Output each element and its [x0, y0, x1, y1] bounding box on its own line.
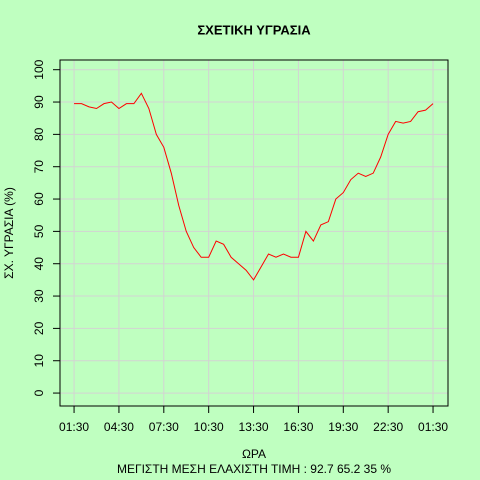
plot-frame: [59, 59, 449, 407]
data-line: [74, 92, 434, 281]
x-tick-label: 04:30: [104, 420, 134, 434]
y-tick-label: 70: [32, 160, 46, 174]
y-tick-label: 80: [32, 127, 46, 141]
x-tick-label: 01:30: [59, 420, 89, 434]
y-tick-label: 50: [32, 224, 46, 238]
y-tick-label: 90: [32, 95, 46, 109]
y-axis-label: ΣΧ. ΥΓΡΑΣΙΑ (%): [2, 187, 16, 279]
y-tick-label: 40: [32, 257, 46, 271]
y-tick-label: 30: [32, 289, 46, 303]
chart-title: ΣΧΕΤΙΚΗ ΥΓΡΑΣΙΑ: [197, 22, 311, 37]
x-tick-label: 22:30: [373, 420, 403, 434]
footer: ΜΕΓΙΣΤΗ ΜΕΣΗ ΕΛΑΧΙΣΤΗ ΤΙΜΗ : 92.7 65.2 3…: [117, 462, 391, 476]
y-tick-label: 60: [32, 192, 46, 206]
x-tick-label: 19:30: [328, 420, 358, 434]
y-tick-label: 10: [32, 354, 46, 368]
x-tick-label: 07:30: [149, 420, 179, 434]
x-tick-label: 10:30: [194, 420, 224, 434]
x-tick-label: 13:30: [239, 420, 269, 434]
x-axis-label: ΩΡΑ: [242, 447, 266, 461]
x-tick-label: 01:30: [418, 420, 448, 434]
y-tick-label: 100: [32, 59, 46, 79]
y-tick-label: 20: [32, 321, 46, 335]
x-tick-label: 16:30: [283, 420, 313, 434]
y-tick-label: 0: [32, 389, 46, 396]
